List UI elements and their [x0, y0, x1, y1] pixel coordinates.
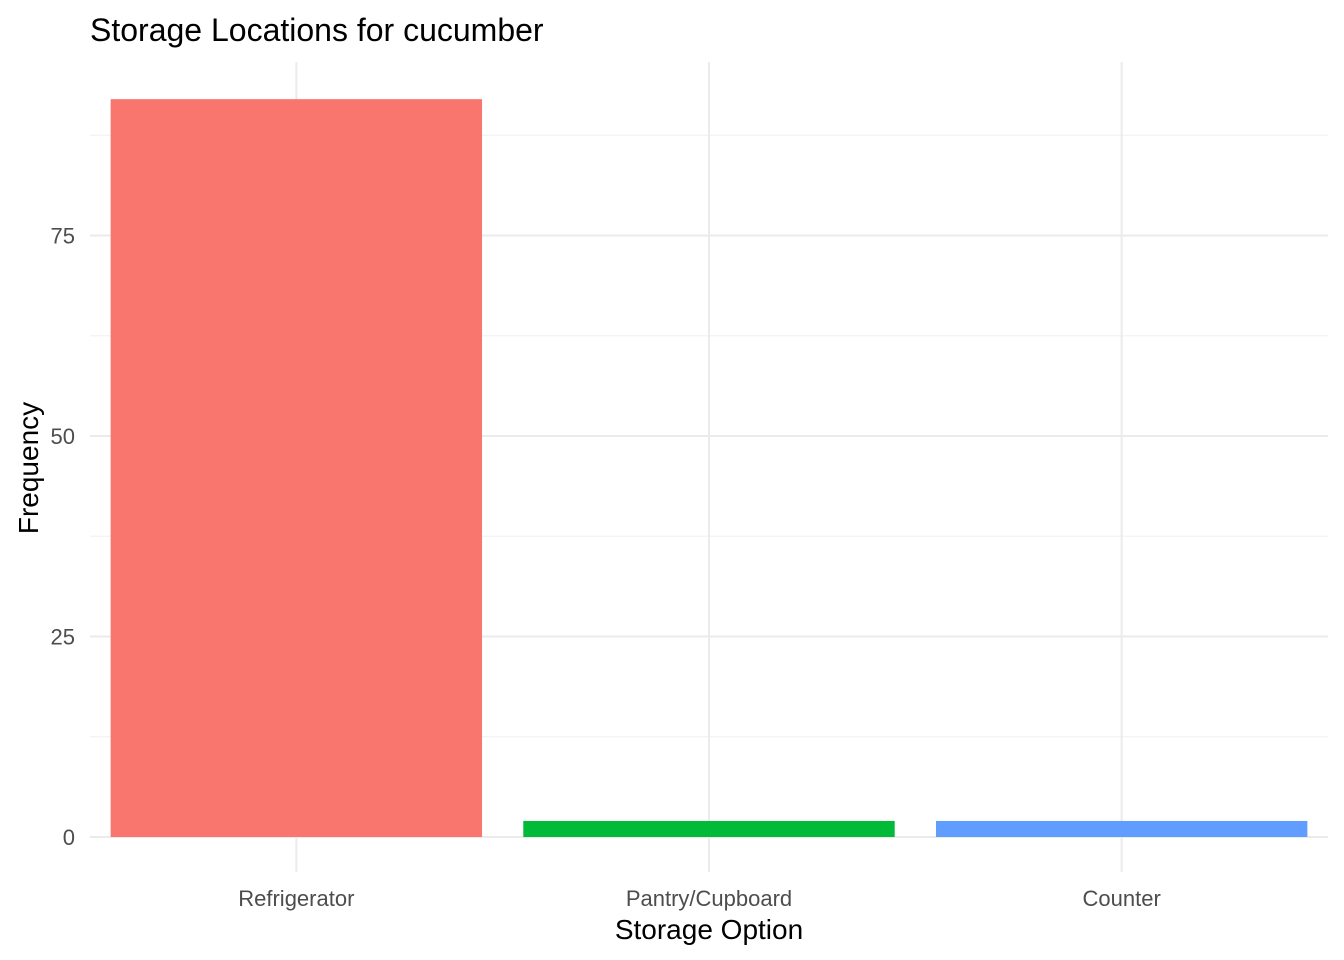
x-axis-ticks: Refrigerator Pantry/Cupboard Counter — [238, 886, 1161, 911]
x-tick-label: Counter — [1083, 886, 1161, 911]
x-tick-label: Refrigerator — [238, 886, 354, 911]
x-axis-title: Storage Option — [615, 914, 803, 945]
y-axis-ticks: 0 25 50 75 — [51, 224, 75, 851]
bar-pantry-cupboard — [523, 820, 895, 837]
y-tick-label: 50 — [51, 424, 75, 449]
y-tick-label: 75 — [51, 224, 75, 249]
y-axis-title: Frequency — [13, 402, 44, 534]
bar-refrigerator — [110, 99, 483, 837]
chart-title: Storage Locations for cucumber — [90, 12, 544, 48]
bars — [110, 99, 1308, 837]
x-tick-label: Pantry/Cupboard — [626, 886, 792, 911]
y-tick-label: 25 — [51, 625, 75, 650]
y-tick-label: 0 — [63, 825, 75, 850]
bar-counter — [935, 820, 1308, 837]
